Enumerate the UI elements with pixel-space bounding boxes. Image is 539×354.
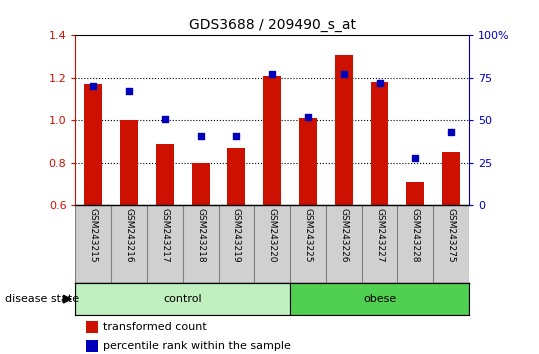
Point bbox=[447, 130, 455, 135]
Text: GSM243275: GSM243275 bbox=[446, 209, 455, 263]
Text: GSM243217: GSM243217 bbox=[161, 209, 169, 263]
Point bbox=[303, 114, 312, 120]
Text: GSM243226: GSM243226 bbox=[339, 209, 348, 263]
Bar bbox=[406, 182, 424, 205]
Bar bbox=[85, 84, 102, 205]
Point bbox=[232, 133, 241, 138]
Text: percentile rank within the sample: percentile rank within the sample bbox=[103, 341, 292, 351]
Text: disease state: disease state bbox=[5, 294, 80, 304]
Text: obese: obese bbox=[363, 294, 396, 304]
Bar bbox=[156, 144, 174, 205]
Bar bbox=[263, 76, 281, 205]
Bar bbox=[442, 152, 460, 205]
Bar bbox=[192, 163, 210, 205]
Text: transformed count: transformed count bbox=[103, 322, 207, 332]
Text: GSM243218: GSM243218 bbox=[196, 209, 205, 263]
Bar bbox=[75, 283, 290, 315]
Text: GSM243225: GSM243225 bbox=[303, 209, 313, 263]
Bar bbox=[290, 283, 469, 315]
Point bbox=[411, 155, 419, 161]
Bar bbox=[335, 55, 353, 205]
Bar bbox=[371, 82, 389, 205]
Point bbox=[268, 72, 277, 77]
Text: GSM243227: GSM243227 bbox=[375, 209, 384, 263]
Point bbox=[89, 84, 98, 89]
Text: GSM243219: GSM243219 bbox=[232, 209, 241, 263]
Text: GSM243216: GSM243216 bbox=[125, 209, 134, 263]
Point bbox=[125, 88, 134, 94]
Point bbox=[340, 72, 348, 77]
Text: control: control bbox=[163, 294, 202, 304]
Point bbox=[196, 133, 205, 138]
Text: GSM243220: GSM243220 bbox=[268, 209, 277, 263]
Title: GDS3688 / 209490_s_at: GDS3688 / 209490_s_at bbox=[189, 18, 356, 32]
Bar bbox=[227, 148, 245, 205]
Text: GSM243215: GSM243215 bbox=[89, 209, 98, 263]
Point bbox=[375, 80, 384, 86]
Bar bbox=[120, 120, 138, 205]
Point bbox=[161, 116, 169, 121]
Bar bbox=[299, 118, 317, 205]
Text: GSM243228: GSM243228 bbox=[411, 209, 420, 263]
